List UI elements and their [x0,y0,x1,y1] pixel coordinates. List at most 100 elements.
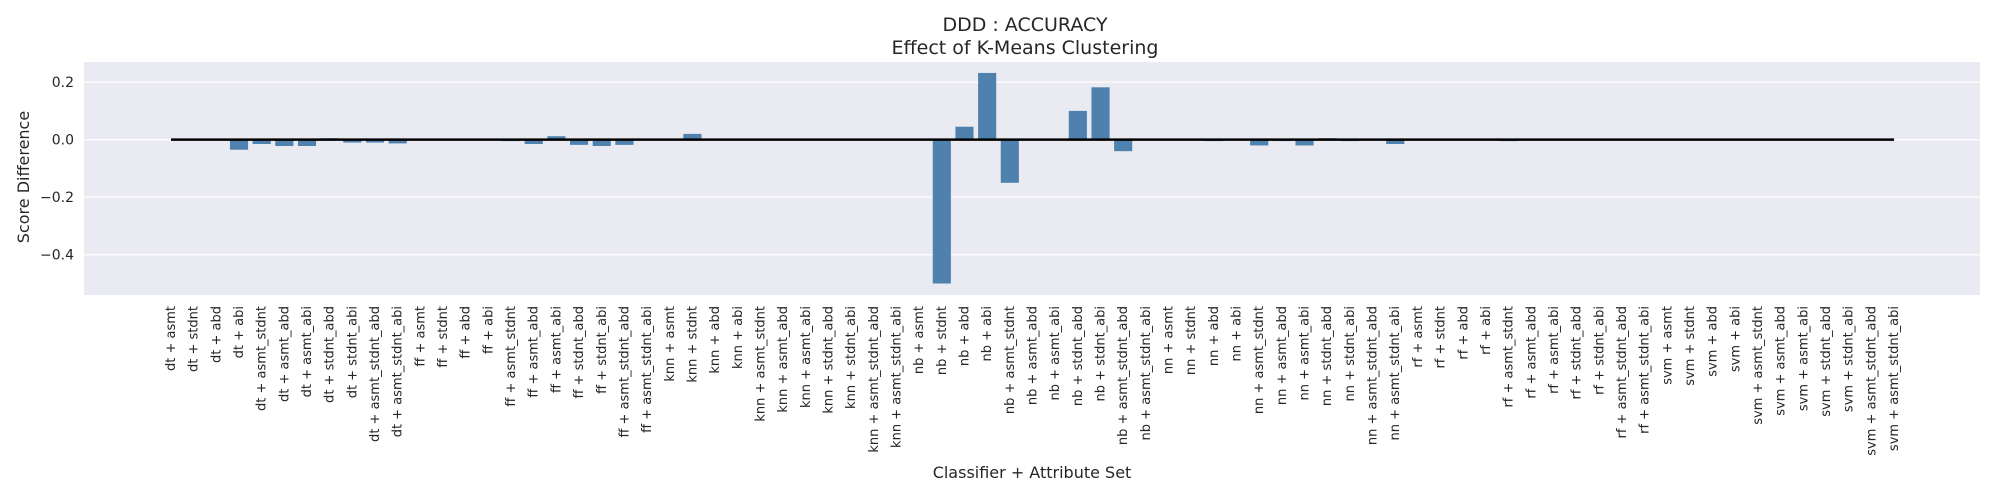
bar [524,139,543,144]
x-tick-label: knn + asmt_stdnt_abd [867,306,882,453]
x-tick-label: rf + asmt_stdnt [1502,306,1517,408]
y-axis-label: Score Difference [14,111,33,243]
x-tick-label: nb + stdnt_abi [1094,306,1109,401]
x-tick-label: nn + abd [1207,306,1222,366]
x-tick-label: svm + abi [1728,306,1743,372]
bar [1091,87,1110,140]
x-tick-label: dt + abd [209,306,224,363]
x-tick-label: nn + abi [1230,306,1245,361]
x-tick-label: nb + stdnt_abd [1071,306,1086,406]
x-tick-label: ff + stdnt [436,306,451,368]
y-tick-label: −0.2 [40,190,74,206]
bar [343,139,362,143]
bar [365,139,385,143]
bar [275,139,294,146]
x-tick-label: knn + abd [708,306,723,374]
x-tick-label: dt + asmt_stdnt_abi [391,306,406,437]
x-tick-label: knn + asmt_stdnt [753,306,768,422]
x-tick-label: nn + stdnt_abi [1343,306,1358,401]
x-tick-label: dt + abi [232,306,247,358]
x-tick-label: nb + asmt_abi [1048,306,1063,400]
x-tick-label: nb + asmt [912,306,927,374]
x-tick-label: dt + asmt_abd [277,306,292,402]
x-tick-label: knn + stdnt_abi [844,306,859,409]
x-tick-label: nb + abi [980,306,995,361]
x-tick-label: ff + stdnt_abd [572,306,587,399]
x-tick-label: svm + stdnt [1683,306,1698,386]
x-tick-label: nb + asmt_stdnt_abi [1139,306,1154,440]
x-tick-label: nb + stdnt [935,306,950,375]
x-tick-label: rf + stdnt [1434,306,1449,369]
bar [1114,139,1133,152]
x-tick-label: ff + asmt_abi [549,306,564,393]
x-tick-label: nn + asmt_stdnt_abi [1388,306,1403,440]
x-tick-label: ff + asmt_stdnt [504,306,519,407]
x-tick-label: nn + asmt_abd [1275,306,1290,405]
x-tick-label: dt + asmt [164,306,179,371]
x-tick-label: knn + asmt [663,306,678,382]
y-tick-labels: 0.2 0.0 −0.2 −0.4 [40,75,74,264]
x-tick-label: nn + stdnt_abd [1320,306,1335,406]
x-tick-label: ff + abi [481,306,496,354]
bar [592,139,611,146]
y-tick-label: −0.4 [40,248,74,264]
x-tick-label: dt + asmt_stdnt [255,306,270,411]
x-tick-label: ff + asmt_stdnt_abi [640,306,655,433]
x-tick-label: knn + asmt_abi [799,306,814,408]
chart-subtitle: Effect of K-Means Clustering [892,37,1159,59]
x-tick-label: knn + asmt_stdnt_abi [889,306,904,448]
x-tick-label: nn + stdnt [1184,306,1199,375]
x-tick-label: ff + asmt_abd [527,306,542,398]
x-tick-label: ff + stdnt_abi [595,306,610,394]
chart-title: DDD : ACCURACY [942,14,1108,36]
x-tick-label: knn + abi [731,306,746,369]
bar [978,72,997,140]
bar [229,139,249,150]
x-tick-label: svm + asmt [1660,306,1675,385]
x-tick-label: ff + abd [459,306,474,359]
x-tick-label: dt + stdnt_abi [345,306,360,398]
x-tick-label: ff + asmt_stdnt_abd [617,306,632,438]
x-tick-label: nn + asmt_stdnt_abd [1366,306,1381,445]
x-tick-label: svm + asmt_abd [1774,306,1789,416]
x-tick-label: svm + asmt_abi [1796,306,1811,411]
bar [1068,110,1087,140]
x-tick-label: rf + asmt_abd [1524,306,1539,399]
bar [683,133,702,140]
x-tick-label: rf + asmt_stdnt_abi [1638,306,1653,434]
x-tick-label: svm + asmt_stdnt_abd [1864,306,1879,456]
x-tick-label: svm + abd [1706,306,1721,377]
x-tick-label: svm + stdnt_abi [1842,306,1857,412]
x-tick-label: knn + stdnt_abd [821,306,836,414]
x-tick-label: knn + stdnt [685,306,700,383]
bar [388,139,407,144]
x-tick-label: dt + stdnt_abd [323,306,338,403]
bar [297,139,317,146]
x-tick-label: ff + asmt [413,306,428,367]
x-tick-label: svm + asmt_stdnt_abi [1887,306,1902,451]
x-tick-label: rf + asmt_stdnt_abd [1615,306,1630,439]
x-tick-label: nb + asmt_abd [1026,306,1041,405]
x-tick-labels: dt + asmt dt + stdnt dt + abd dt + abi dt + … [164,306,1902,456]
x-tick-label: dt + asmt_stdnt_abd [368,306,383,442]
x-tick-label: nb + asmt_stdnt_abd [1116,306,1131,445]
x-tick-label: dt + asmt_abi [300,306,315,397]
bar [615,139,634,145]
x-tick-label: svm + asmt_stdnt [1751,306,1766,425]
bar [1000,139,1019,183]
x-tick-label: nb + asmt_stdnt [1003,306,1018,414]
x-tick-label: nn + asmt_stdnt [1252,306,1267,414]
y-tick-label: 0.0 [52,133,74,149]
bar [1386,139,1405,144]
bar [955,126,974,140]
x-tick-label: rf + abi [1479,306,1494,355]
plot-area [84,62,1980,295]
x-tick-label: svm + stdnt_abd [1819,306,1834,417]
bar [570,139,589,145]
x-tick-label: rf + abd [1456,306,1471,360]
bar [1250,139,1269,146]
x-tick-label: nb + abd [957,306,972,366]
x-tick-label: rf + stdnt_abi [1592,306,1607,395]
